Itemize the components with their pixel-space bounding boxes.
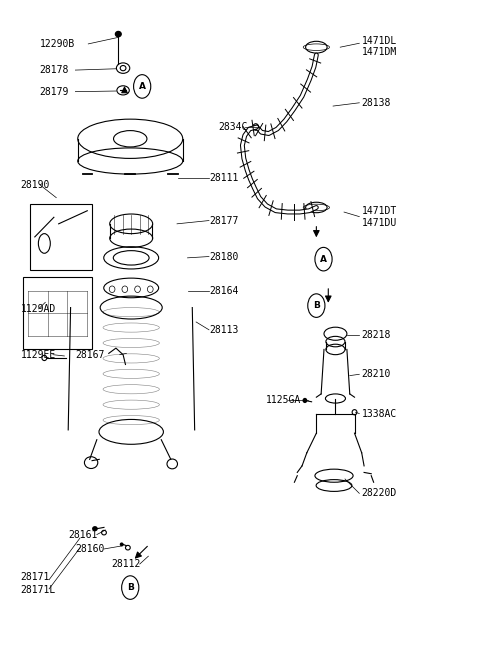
- Text: 28171: 28171: [21, 572, 50, 582]
- Text: 28112: 28112: [111, 559, 141, 569]
- Text: 28167: 28167: [75, 350, 105, 359]
- Text: 28218: 28218: [362, 330, 391, 340]
- Text: 28113: 28113: [209, 325, 239, 335]
- Text: 28160: 28160: [75, 544, 105, 554]
- Text: 1125GA: 1125GA: [266, 396, 301, 405]
- Text: 2834C: 2834C: [218, 122, 248, 132]
- Text: 1129AD: 1129AD: [21, 304, 56, 314]
- Text: B: B: [313, 301, 320, 310]
- Text: 1471DM: 1471DM: [362, 47, 397, 57]
- Text: 1471DL: 1471DL: [362, 35, 397, 45]
- Text: 28177: 28177: [209, 215, 239, 225]
- Text: 28190: 28190: [21, 179, 50, 190]
- Text: 1471DU: 1471DU: [362, 217, 397, 227]
- Text: 28220D: 28220D: [362, 488, 397, 499]
- Text: 28180: 28180: [209, 252, 239, 261]
- Text: 28179: 28179: [39, 87, 69, 97]
- Text: 28178: 28178: [39, 65, 69, 75]
- Text: B: B: [127, 583, 133, 592]
- Ellipse shape: [116, 32, 121, 37]
- Text: 28138: 28138: [362, 98, 391, 108]
- Ellipse shape: [302, 398, 307, 403]
- Text: A: A: [139, 82, 145, 91]
- Text: 28210: 28210: [362, 369, 391, 379]
- Text: 28111: 28111: [209, 173, 239, 183]
- Text: 28164: 28164: [209, 286, 239, 296]
- Text: 1129EE: 1129EE: [21, 350, 56, 359]
- Text: A: A: [320, 255, 327, 263]
- Text: 28171L: 28171L: [21, 585, 56, 595]
- Text: 28161: 28161: [68, 530, 97, 539]
- Text: 1338AC: 1338AC: [362, 409, 397, 419]
- Ellipse shape: [92, 526, 98, 532]
- Ellipse shape: [120, 543, 123, 547]
- Text: 1471DT: 1471DT: [362, 206, 397, 215]
- Text: 12290B: 12290B: [39, 39, 75, 49]
